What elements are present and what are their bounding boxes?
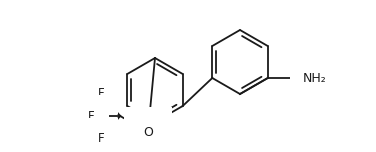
Text: F: F xyxy=(98,87,104,100)
Text: NH₂: NH₂ xyxy=(303,71,327,85)
Text: F: F xyxy=(88,109,95,123)
Text: F: F xyxy=(98,132,104,145)
Text: O: O xyxy=(143,126,153,138)
